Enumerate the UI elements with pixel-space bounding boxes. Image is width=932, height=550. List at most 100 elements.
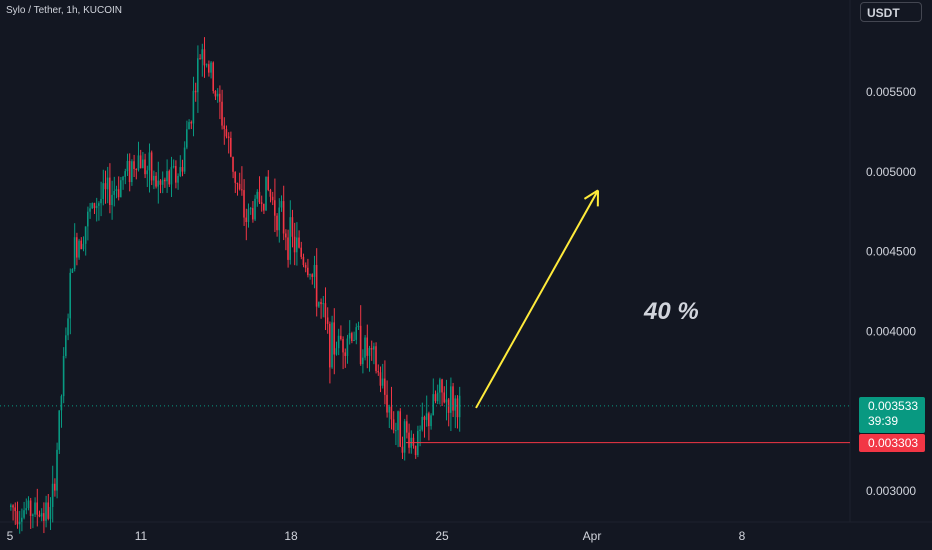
candle-body [392,419,395,431]
candle-body [197,58,199,93]
candle-body [425,413,428,420]
candle-body [322,303,324,305]
candle-body [386,394,388,413]
candle-body [43,513,45,521]
candle-body [60,396,63,411]
candle-body [247,209,250,222]
candle-body [395,430,397,432]
candle-body [170,167,173,185]
candle-body [390,406,393,420]
y-tick-label: 0.004000 [866,324,916,338]
candle-body [106,177,109,190]
candle-body [403,421,406,453]
y-tick-label: 0.005500 [866,85,916,99]
candle-body [353,339,355,342]
candle-body [412,437,415,446]
x-tick-label: 5 [7,529,14,543]
candle-body [370,348,373,350]
candle-body [260,202,263,204]
candle-body [80,240,82,250]
candle-body [318,302,320,307]
candle-body [78,240,80,258]
y-tick-label: 0.004500 [866,245,916,259]
candle-body [355,327,357,340]
candle-body [230,137,232,157]
candle-body [205,64,208,66]
candle-body [291,217,294,237]
candle-body [373,346,375,350]
candle-body [71,269,74,273]
candle-body [289,217,291,260]
candle-body [194,90,197,93]
candle-body [450,386,452,413]
candle-body [379,372,382,386]
candle-body [315,264,318,307]
symbol-title: Sylo / Tether, 1h, KUCOIN [6,5,122,16]
candle-body [128,161,131,183]
x-tick-label: 25 [435,529,449,543]
candle-body [144,159,146,175]
candle-body [219,93,221,102]
candle-body [12,505,14,508]
candle-body [381,378,384,386]
candle-body [331,322,333,368]
candle-body [34,502,36,515]
candle-body [98,203,100,206]
candle-body [436,392,439,402]
x-tick-label: 18 [284,529,298,543]
x-tick-label: 8 [739,529,746,543]
candle-body [201,49,203,60]
candle-body [164,179,166,182]
currency-button[interactable]: USDT [860,2,922,22]
candle-body [344,352,346,356]
candle-body [65,335,67,356]
candle-body [302,256,305,265]
candle-body [208,64,210,73]
candle-body [102,183,104,200]
candle-body [399,411,401,447]
candle-body [335,348,338,355]
candle-body [157,180,159,187]
candle-body [348,333,351,339]
candle-body [111,194,113,206]
candle-body [388,406,390,413]
candle-body [179,167,181,176]
candle-body [175,166,177,183]
candle-body [362,357,364,365]
candle-body [49,506,52,519]
candle-body [54,483,56,491]
candle-body [445,399,448,403]
candle-body [351,333,353,342]
candle-body [36,502,38,515]
candle-body [282,201,285,234]
candle-body [307,267,309,276]
candle-body [434,394,437,402]
candle-body [67,318,69,336]
candle-body [364,337,366,358]
y-tick-label: 0.005000 [866,165,916,179]
candle-body [23,510,25,518]
candle-body [337,335,340,349]
candle-body [346,338,349,356]
candle-body [115,189,118,191]
target-arrow[interactable] [475,189,599,409]
candle-body [89,208,91,212]
candle-body [29,500,32,516]
candle-body [153,175,155,181]
candle-body [333,322,335,355]
candle-body [267,176,269,190]
candle-body [126,161,129,172]
candle-body [329,323,331,368]
candle-body [142,159,144,169]
candle-body [188,122,190,130]
candle-body [21,517,23,522]
candle-body [146,170,148,175]
candle-body [133,161,135,169]
candle-body [227,136,230,138]
candle-body [397,411,399,431]
candle-body [232,156,234,172]
candle-body [62,355,65,397]
candle-body [69,272,71,319]
